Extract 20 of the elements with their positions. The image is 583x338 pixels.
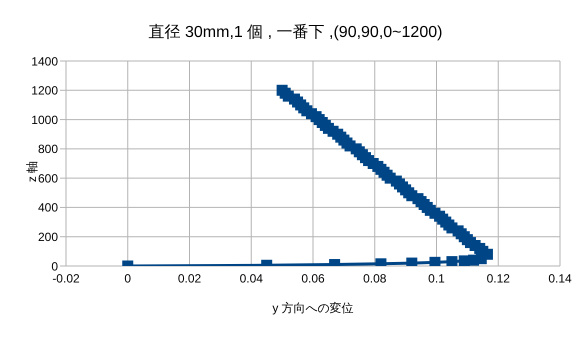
y-tick-label: 800	[38, 142, 58, 156]
x-tick-label: 0.02	[178, 272, 202, 286]
x-tick-label: 0.14	[548, 272, 572, 286]
x-tick-label: 0.12	[486, 272, 510, 286]
x-tick-label: 0	[124, 272, 132, 286]
y-tick-label: 0	[51, 259, 58, 274]
y-tick-label: 1000	[31, 112, 58, 127]
y-tick-label: 1200	[31, 84, 58, 98]
x-tick-label: 0.08	[363, 272, 387, 286]
x-tick-label: -0.02	[52, 272, 80, 286]
x-tick-label: 0.06	[301, 272, 325, 286]
y-tick-label: 200	[38, 230, 58, 244]
x-tick-label: 0.1	[428, 272, 446, 286]
x-tick-label: 0.04	[240, 272, 264, 286]
y-tick-label: 600	[38, 171, 58, 186]
x-axis-title: y 方向への変位	[272, 301, 354, 315]
y-tick-label: 1400	[31, 54, 58, 68]
y-tick-label: 400	[38, 200, 58, 215]
y-axis-title: z 軸	[24, 160, 40, 182]
chart-title: 直径 30mm,1 個 , 一番下 ,(90,90,0~1200)	[148, 22, 444, 43]
